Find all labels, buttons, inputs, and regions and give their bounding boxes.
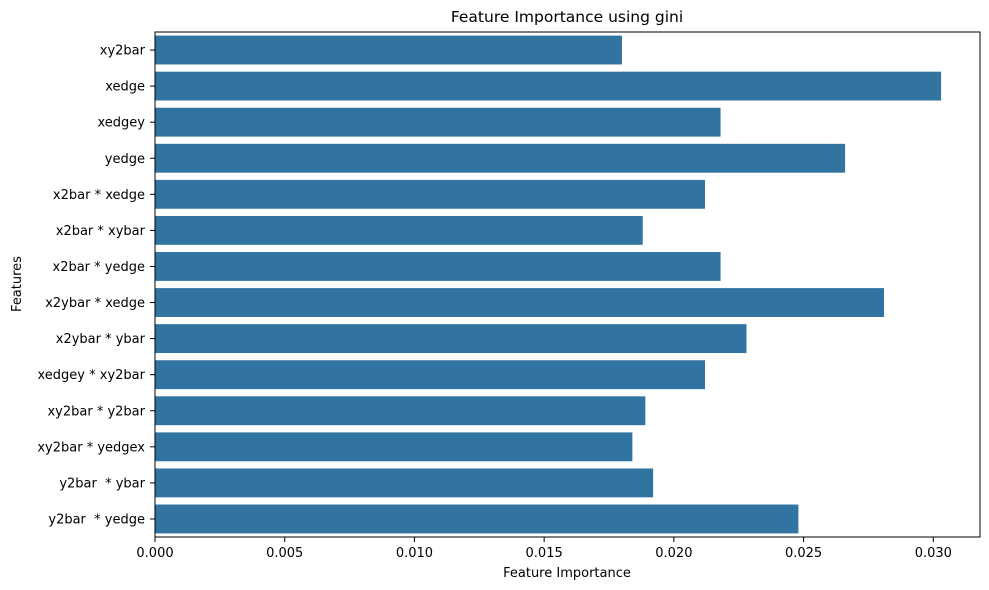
bar-7 [155,288,885,317]
y-tick-label-1: xedge [105,80,145,95]
chart-title: Feature Importance using gini [451,8,683,26]
x-tick-label-6: 0.030 [915,546,952,561]
bar-10 [155,396,646,426]
bar-0 [155,35,622,65]
bar-12 [155,468,654,498]
y-axis-ticks: xy2bar xedge xedgey yedge x2bar * xedge x2bar… [37,44,155,527]
bar-5 [155,215,643,245]
y-tick-label-11: xy2bar * yedgex [37,440,145,455]
bar-8 [155,324,747,354]
y-axis-label: Features [10,256,25,312]
y-tick-label-4: x2bar * xedge [53,188,145,203]
bar-1 [155,71,942,101]
x-axis-ticks: 0.000 0.005 0.010 0.015 0.020 0.025 0.030 [136,537,952,561]
bars-group [155,35,942,534]
plot-frame [154,31,981,538]
bar-9 [155,360,705,390]
x-tick-label-2: 0.010 [396,546,433,561]
y-tick-label-3: yedge [105,152,145,167]
y-tick-label-2: xedgey [98,116,146,131]
x-tick-label-3: 0.015 [526,546,563,561]
y-tick-label-7: x2ybar * xedge [45,296,145,311]
x-tick-label-0: 0.000 [136,546,173,561]
x-axis-label: Feature Importance [503,566,631,581]
y-tick-label-9: xedgey * xy2bar [38,368,146,383]
bar-3 [155,143,846,173]
x-tick-label-4: 0.020 [655,546,692,561]
bar-11 [155,432,633,462]
x-tick-label-5: 0.025 [785,546,822,561]
y-tick-label-5: x2bar * xybar [56,224,146,239]
y-tick-label-6: x2bar * yedge [53,260,146,275]
x-tick-label-1: 0.005 [266,546,303,561]
y-tick-label-12: y2bar * ybar [59,476,145,491]
y-tick-label-13: y2bar * yedge [48,512,145,527]
bar-4 [155,179,705,209]
bar-6 [155,252,721,281]
bar-13 [155,504,799,534]
y-tick-label-8: x2ybar * ybar [56,332,146,347]
y-tick-label-0: xy2bar [100,44,146,59]
bar-2 [155,107,721,137]
y-tick-label-10: xy2bar * y2bar [47,404,145,419]
